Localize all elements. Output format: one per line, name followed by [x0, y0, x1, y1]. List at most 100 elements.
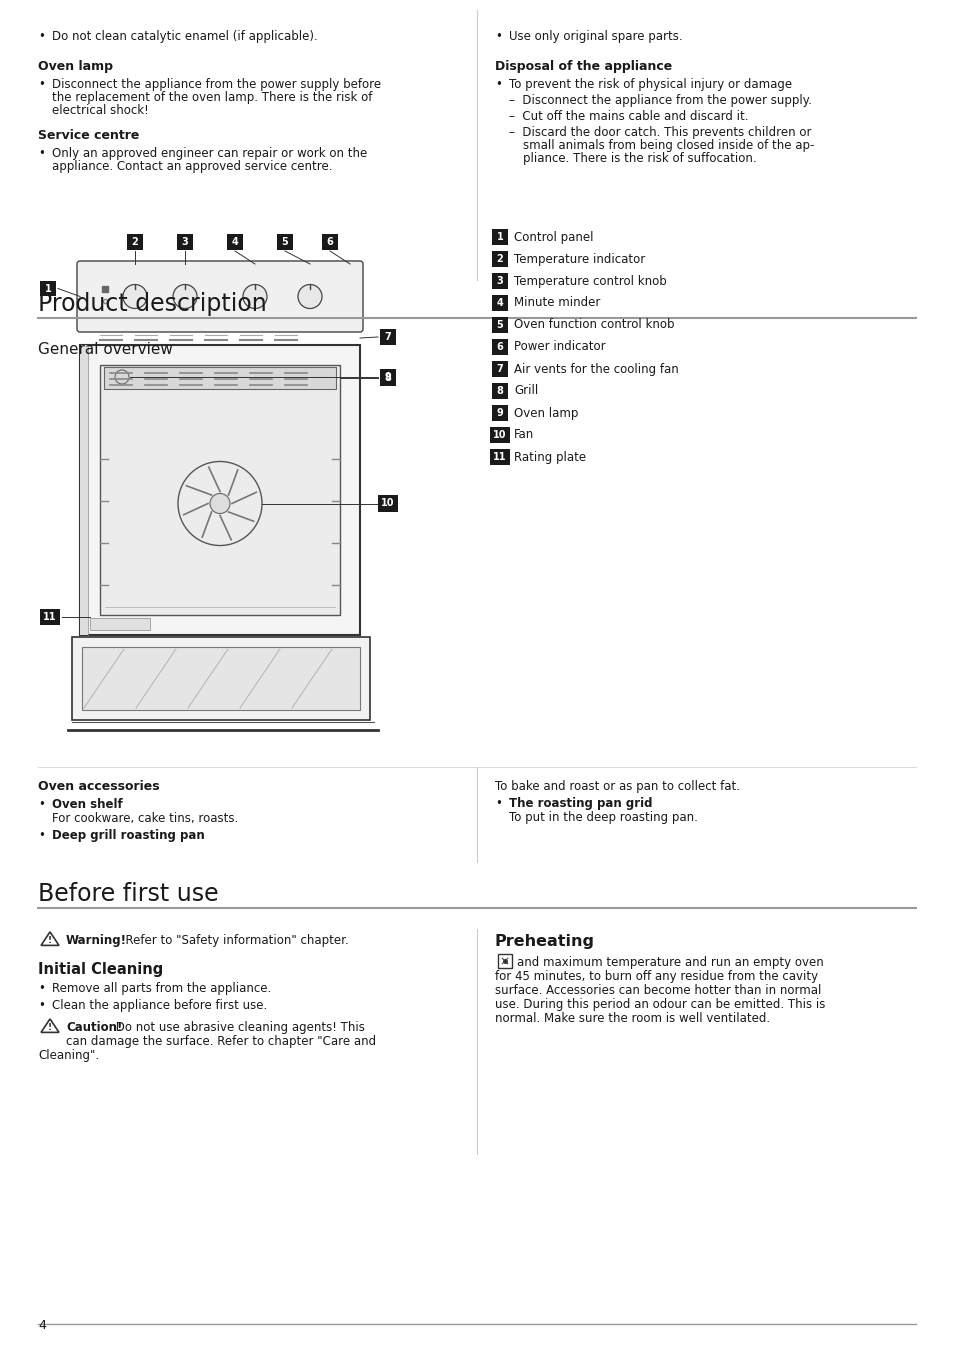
Text: Caution!: Caution! — [66, 1021, 122, 1034]
Circle shape — [123, 284, 147, 308]
FancyBboxPatch shape — [490, 426, 509, 443]
Text: Cleaning".: Cleaning". — [38, 1049, 99, 1063]
Text: 7: 7 — [497, 364, 503, 375]
Text: Oven lamp: Oven lamp — [38, 59, 112, 73]
Text: small animals from being closed inside of the ap-: small animals from being closed inside o… — [522, 139, 814, 151]
Bar — [497, 955, 512, 968]
Circle shape — [297, 284, 322, 308]
Text: Temperature indicator: Temperature indicator — [514, 253, 644, 265]
FancyBboxPatch shape — [491, 404, 508, 422]
Bar — [100, 365, 339, 615]
Text: 3: 3 — [497, 276, 503, 287]
Text: 5: 5 — [497, 320, 503, 330]
FancyBboxPatch shape — [491, 338, 508, 356]
Text: use. During this period an odour can be emitted. This is: use. During this period an odour can be … — [495, 998, 824, 1011]
Circle shape — [243, 284, 267, 308]
FancyBboxPatch shape — [491, 361, 508, 377]
Text: Temperature control knob: Temperature control knob — [514, 274, 666, 288]
Text: Do not use abrasive cleaning agents! This: Do not use abrasive cleaning agents! Thi… — [112, 1021, 364, 1034]
Bar — [104, 366, 335, 389]
Text: •: • — [38, 798, 45, 811]
Text: 6: 6 — [326, 237, 333, 247]
Text: 9: 9 — [384, 372, 391, 383]
Text: To put in the deep roasting pan.: To put in the deep roasting pan. — [509, 811, 698, 823]
Circle shape — [210, 493, 230, 514]
Text: Oven accessories: Oven accessories — [38, 780, 159, 794]
Text: 8: 8 — [384, 373, 391, 383]
Text: Initial Cleaning: Initial Cleaning — [38, 963, 163, 977]
Text: !: ! — [48, 1023, 52, 1032]
FancyBboxPatch shape — [491, 295, 508, 311]
Text: •: • — [38, 147, 45, 160]
Text: 11: 11 — [43, 612, 56, 622]
Text: 3: 3 — [181, 237, 188, 247]
Text: Control panel: Control panel — [514, 230, 593, 243]
Text: 6: 6 — [497, 342, 503, 352]
Text: Before first use: Before first use — [38, 882, 218, 906]
Text: 2: 2 — [132, 237, 138, 247]
FancyBboxPatch shape — [380, 369, 395, 385]
Text: Refer to "Safety information" chapter.: Refer to "Safety information" chapter. — [118, 934, 349, 946]
Text: Grill: Grill — [514, 384, 537, 397]
Text: •: • — [38, 982, 45, 995]
Bar — [80, 345, 359, 635]
Text: Minute minder: Minute minder — [514, 296, 599, 310]
FancyBboxPatch shape — [77, 261, 363, 333]
FancyBboxPatch shape — [277, 234, 293, 250]
Text: Oven lamp: Oven lamp — [514, 407, 578, 419]
Text: –  Cut off the mains cable and discard it.: – Cut off the mains cable and discard it… — [509, 110, 748, 123]
Text: Remove all parts from the appliance.: Remove all parts from the appliance. — [52, 982, 271, 995]
Text: 1: 1 — [45, 284, 51, 293]
Text: Power indicator: Power indicator — [514, 341, 605, 353]
Text: !: ! — [48, 936, 52, 945]
Text: •: • — [38, 829, 45, 842]
Text: •: • — [495, 78, 501, 91]
Text: pliance. There is the risk of suffocation.: pliance. There is the risk of suffocatio… — [522, 151, 756, 165]
Text: surface. Accessories can become hotter than in normal: surface. Accessories can become hotter t… — [495, 984, 821, 996]
Bar — [90, 618, 150, 630]
Bar — [71, 637, 370, 721]
Text: and maximum temperature and run an empty oven: and maximum temperature and run an empty… — [517, 956, 822, 969]
Text: Oven shelf: Oven shelf — [52, 798, 123, 811]
Text: 8: 8 — [497, 387, 503, 396]
Text: •: • — [38, 30, 45, 43]
Text: Deep grill roasting pan: Deep grill roasting pan — [52, 829, 205, 842]
FancyBboxPatch shape — [377, 495, 397, 512]
Text: General overview: General overview — [38, 342, 172, 357]
Text: Disposal of the appliance: Disposal of the appliance — [495, 59, 672, 73]
FancyBboxPatch shape — [491, 316, 508, 334]
FancyBboxPatch shape — [491, 228, 508, 246]
Text: Disconnect the appliance from the power supply before: Disconnect the appliance from the power … — [52, 78, 381, 91]
Text: –  Discard the door catch. This prevents children or: – Discard the door catch. This prevents … — [509, 126, 811, 139]
FancyBboxPatch shape — [322, 234, 337, 250]
Text: Rating plate: Rating plate — [514, 450, 585, 464]
Text: To prevent the risk of physical injury or damage: To prevent the risk of physical injury o… — [509, 78, 791, 91]
Text: For cookware, cake tins, roasts.: For cookware, cake tins, roasts. — [52, 813, 238, 825]
FancyBboxPatch shape — [227, 234, 243, 250]
Text: Only an approved engineer can repair or work on the: Only an approved engineer can repair or … — [52, 147, 367, 160]
Text: 1: 1 — [497, 233, 503, 242]
Text: 9: 9 — [497, 408, 503, 418]
Text: Warning!: Warning! — [66, 934, 127, 946]
Text: appliance. Contact an approved service centre.: appliance. Contact an approved service c… — [52, 160, 333, 173]
Text: Preheating: Preheating — [495, 934, 595, 949]
Text: 4: 4 — [497, 297, 503, 308]
Text: •: • — [495, 796, 501, 810]
Bar — [82, 648, 359, 710]
FancyBboxPatch shape — [40, 281, 55, 296]
Text: Use only original spare parts.: Use only original spare parts. — [509, 30, 682, 43]
Text: To bake and roast or as pan to collect fat.: To bake and roast or as pan to collect f… — [495, 780, 740, 794]
Text: Air vents for the cooling fan: Air vents for the cooling fan — [514, 362, 678, 376]
FancyBboxPatch shape — [380, 329, 395, 345]
Text: can damage the surface. Refer to chapter "Care and: can damage the surface. Refer to chapter… — [66, 1036, 375, 1048]
FancyBboxPatch shape — [491, 250, 508, 268]
Text: 4: 4 — [232, 237, 238, 247]
Text: 10: 10 — [381, 499, 395, 508]
Text: Service centre: Service centre — [38, 128, 139, 142]
FancyBboxPatch shape — [40, 608, 60, 626]
Bar — [80, 345, 88, 635]
Text: 2: 2 — [497, 254, 503, 264]
Text: •: • — [38, 78, 45, 91]
FancyBboxPatch shape — [380, 370, 395, 385]
FancyBboxPatch shape — [491, 273, 508, 289]
